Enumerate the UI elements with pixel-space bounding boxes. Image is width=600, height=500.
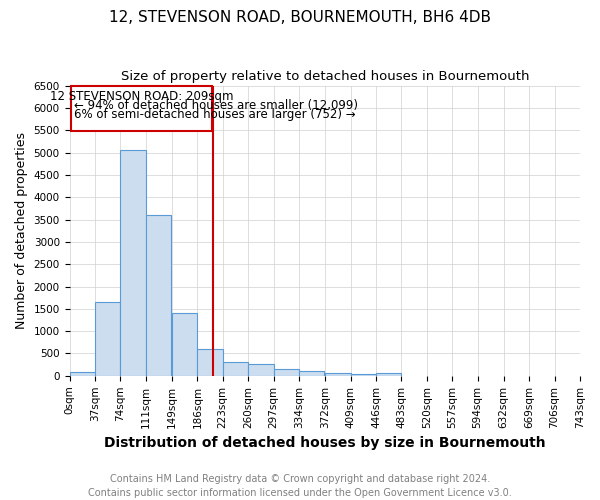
Bar — [223, 362, 248, 376]
Bar — [197, 349, 223, 376]
Bar — [248, 364, 274, 376]
Bar — [71, 86, 212, 131]
Text: 12 STEVENSON ROAD: 209sqm: 12 STEVENSON ROAD: 209sqm — [50, 90, 233, 103]
Text: 12, STEVENSON ROAD, BOURNEMOUTH, BH6 4DB: 12, STEVENSON ROAD, BOURNEMOUTH, BH6 4DB — [109, 10, 491, 25]
Bar — [299, 371, 325, 376]
Text: 6% of semi-detached houses are larger (752) →: 6% of semi-detached houses are larger (7… — [74, 108, 356, 121]
Bar — [172, 314, 197, 376]
Text: ← 94% of detached houses are smaller (12,099): ← 94% of detached houses are smaller (12… — [74, 99, 358, 112]
Text: Contains HM Land Registry data © Crown copyright and database right 2024.
Contai: Contains HM Land Registry data © Crown c… — [88, 474, 512, 498]
Bar — [376, 374, 401, 376]
Bar — [274, 368, 299, 376]
Bar — [350, 374, 376, 376]
Bar — [325, 373, 350, 376]
Bar — [70, 372, 95, 376]
Y-axis label: Number of detached properties: Number of detached properties — [15, 132, 28, 329]
Bar — [95, 302, 121, 376]
Bar — [146, 215, 171, 376]
Bar — [121, 150, 146, 376]
Title: Size of property relative to detached houses in Bournemouth: Size of property relative to detached ho… — [121, 70, 529, 83]
X-axis label: Distribution of detached houses by size in Bournemouth: Distribution of detached houses by size … — [104, 436, 545, 450]
